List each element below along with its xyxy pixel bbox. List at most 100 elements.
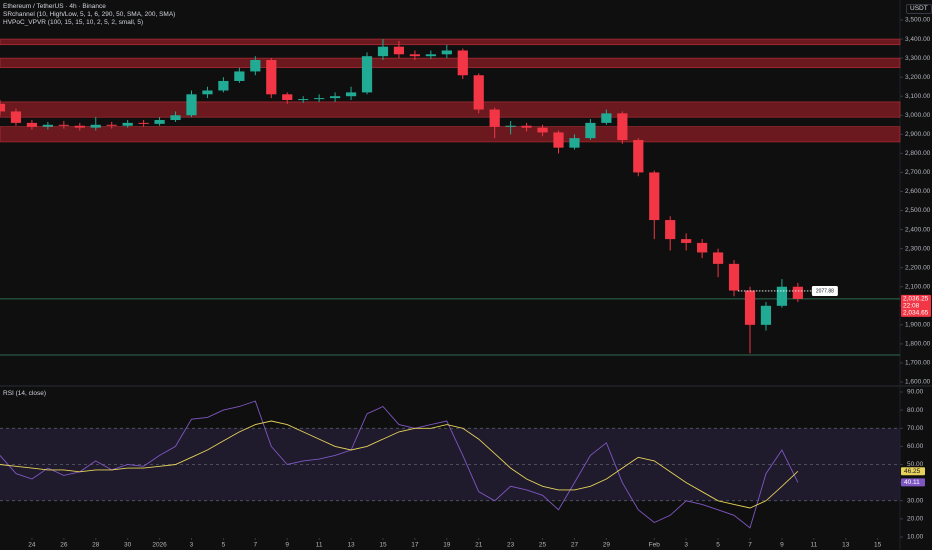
x-tick-label: Feb [649, 542, 661, 549]
candle-body [441, 50, 452, 55]
candle-body [361, 56, 373, 93]
x-tick-label: 5 [222, 542, 226, 549]
value-label: 46.25 [904, 468, 921, 475]
x-tick-label: 27 [571, 542, 579, 549]
candle-body [728, 263, 740, 291]
candle-body [314, 98, 325, 100]
y-tick-label: 2,600.00 [905, 188, 931, 195]
sr-zone [0, 57, 901, 68]
candle-body [298, 99, 309, 101]
candle-body [489, 109, 500, 127]
y-tick-label: 20.00 [907, 516, 924, 523]
y-tick-label: 2,800.00 [905, 150, 931, 157]
x-tick-label: 29 [603, 542, 611, 549]
last-price-label: 2,036.25 [903, 296, 929, 303]
x-tick-label: 3 [684, 542, 688, 549]
x-tick-label: 15 [379, 542, 387, 549]
currency-button[interactable]: USDT [906, 4, 932, 14]
x-tick-label: 24 [28, 542, 36, 549]
x-tick-label: 7 [254, 542, 258, 549]
candle-body [521, 125, 532, 128]
candle-body [585, 122, 596, 139]
candle-body [90, 124, 101, 128]
candle-body [26, 122, 38, 127]
candle-body [744, 290, 756, 325]
sr-zone [0, 101, 901, 118]
candle-body [202, 90, 213, 95]
y-tick-label: 3,500.00 [905, 17, 931, 24]
x-tick-label: 3 [190, 542, 194, 549]
candle-body [553, 132, 564, 148]
y-tick-label: 3,300.00 [905, 55, 931, 62]
candle-body [697, 242, 708, 253]
x-tick-label: 26 [60, 542, 68, 549]
candle-body [633, 140, 644, 173]
value-label: 40.11 [904, 479, 920, 486]
candle-body [186, 94, 197, 116]
candle-body [345, 92, 357, 97]
x-tick-label: 11 [316, 542, 323, 549]
y-tick-label: 1,900.00 [905, 322, 931, 329]
candle-body [218, 80, 229, 91]
candle-body [776, 286, 788, 306]
value-tag [901, 478, 925, 487]
candle-body [617, 113, 628, 141]
candle-body [106, 124, 117, 126]
y-tick-label: 70.00 [907, 425, 924, 432]
candle-body [10, 111, 22, 123]
y-tick-label: 2,300.00 [905, 245, 931, 252]
y-tick-label: 1,700.00 [905, 360, 931, 367]
candle-body [122, 122, 133, 126]
candle-body [537, 127, 548, 133]
x-tick-label: 21 [475, 542, 483, 549]
last-price-tag [901, 294, 931, 317]
second-price-label: 2,034.65 [903, 310, 929, 317]
candle-body [505, 125, 516, 127]
candle-body [266, 60, 277, 95]
candle-body [457, 50, 468, 76]
x-tick-label: 9 [285, 542, 289, 549]
candle-body [649, 172, 660, 221]
price-line-tag [811, 285, 838, 296]
candle-body [170, 115, 181, 121]
y-tick-label: 2,100.00 [905, 283, 931, 290]
candle-body [792, 286, 803, 299]
x-tick-label: 28 [92, 542, 100, 549]
rsi-title[interactable]: RSI (14, close) [3, 390, 46, 397]
candle-body [330, 96, 341, 99]
countdown-label: 22:08 [903, 303, 920, 310]
x-tick-label: 17 [411, 542, 419, 549]
rsi-line [0, 400, 799, 529]
x-tick-label: 11 [810, 542, 817, 549]
y-tick-label: 2,400.00 [905, 226, 931, 233]
y-tick-label: 3,200.00 [905, 74, 931, 81]
y-tick-label: 60.00 [907, 443, 924, 450]
y-tick-label: 2,200.00 [905, 264, 931, 271]
sr-zone [0, 126, 901, 143]
x-tick-label: 5 [716, 542, 720, 549]
x-tick-label: 23 [507, 542, 515, 549]
indicator-label[interactable]: HVPoC_VPVR (100, 15, 15, 10, 2, 5, 2, sm… [3, 19, 144, 26]
y-tick-label: 50.00 [907, 461, 924, 468]
x-tick-label: 2026 [152, 542, 167, 549]
y-tick-label: 10.00 [907, 534, 924, 541]
candle-body [0, 103, 6, 112]
x-tick-label: 19 [443, 542, 451, 549]
x-tick-label: 13 [347, 542, 355, 549]
candle-body [425, 54, 436, 57]
y-tick-label: 2,900.00 [905, 131, 931, 138]
indicator-label[interactable]: SRchannel (10, High/Low, 5, 1, 6, 290, 5… [3, 11, 176, 18]
y-tick-label: 3,100.00 [905, 93, 931, 100]
value-tag [901, 467, 925, 476]
x-tick-label: 13 [842, 542, 850, 549]
price-line-label: 2077.88 [816, 288, 834, 294]
candle-body [760, 305, 772, 325]
symbol-title[interactable]: Ethereum / TetherUS · 4h · Binance [3, 3, 106, 10]
candle-body [473, 75, 484, 110]
y-tick-label: 2,500.00 [905, 207, 931, 214]
sr-zone [0, 38, 901, 46]
y-tick-label: 1,600.00 [905, 379, 931, 386]
y-tick-label: 2,700.00 [905, 169, 931, 176]
y-tick-label: 90.00 [907, 389, 924, 396]
candle-body [74, 125, 85, 128]
